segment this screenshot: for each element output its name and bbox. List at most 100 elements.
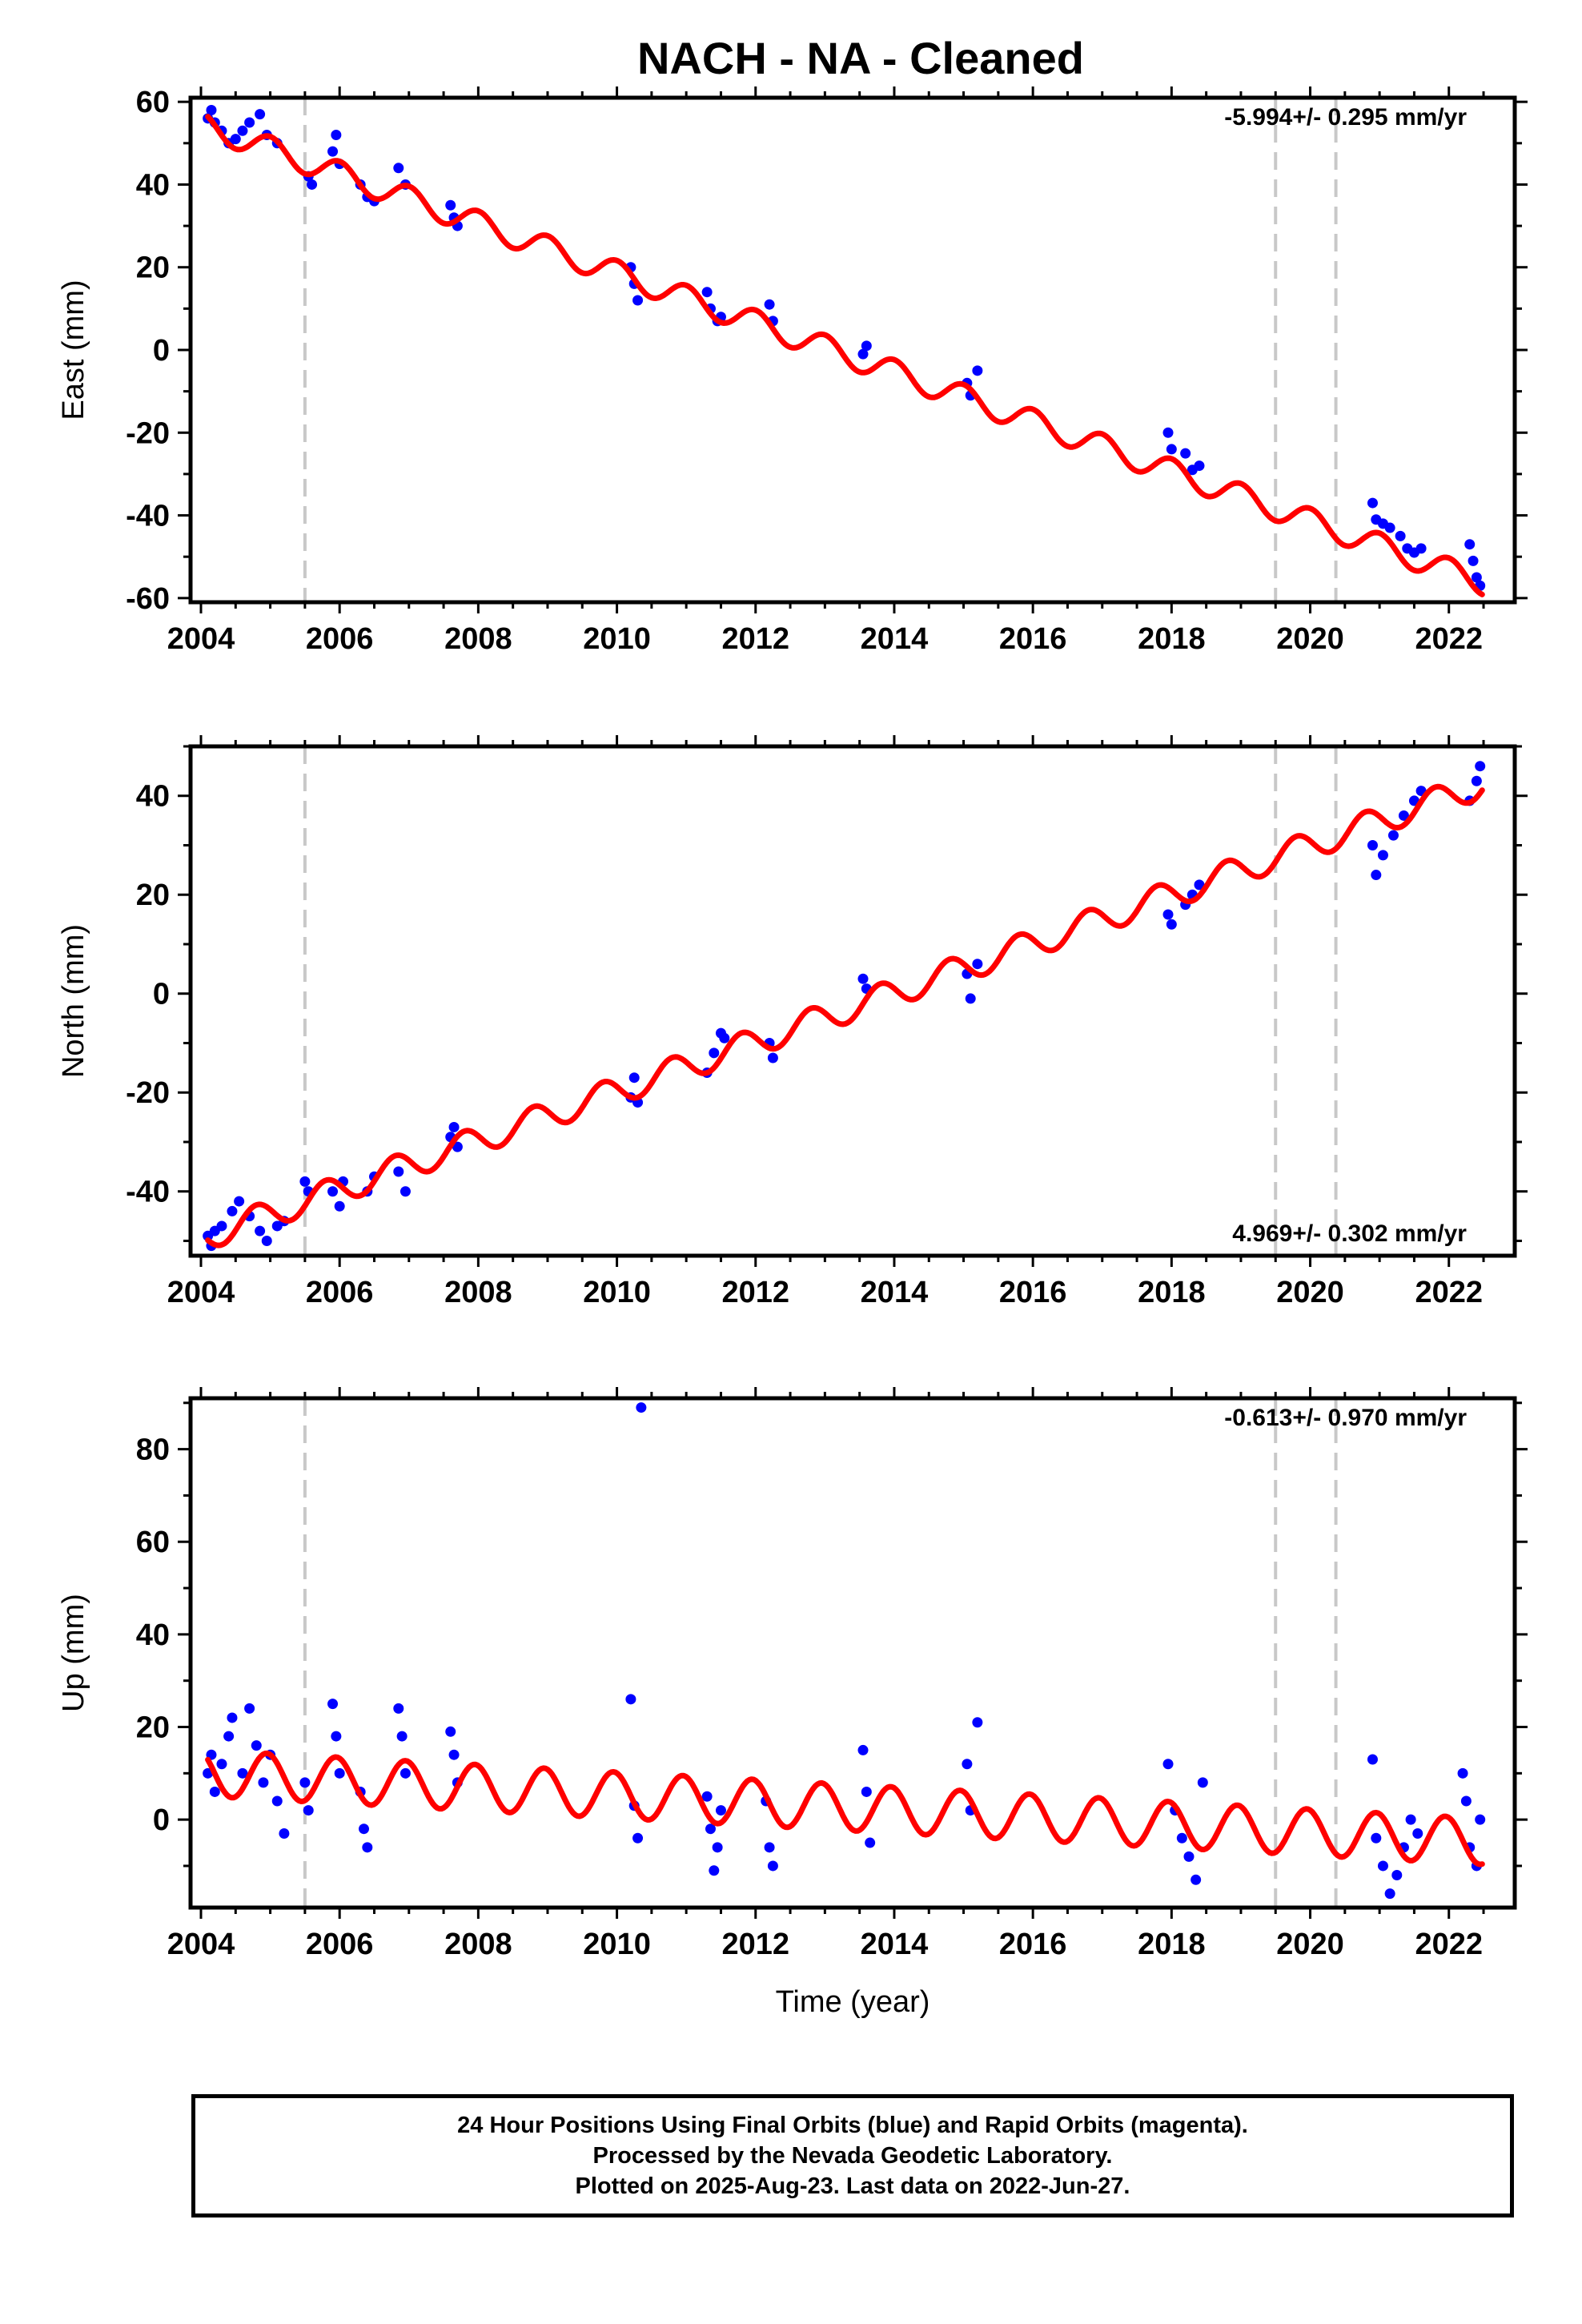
data-point bbox=[701, 287, 713, 298]
data-point bbox=[1475, 761, 1486, 772]
data-point bbox=[767, 1052, 778, 1063]
data-point bbox=[965, 993, 976, 1004]
y-tick-label: 60 bbox=[136, 1526, 170, 1559]
data-point bbox=[1405, 1814, 1416, 1825]
y-tick-label: 60 bbox=[136, 86, 170, 119]
data-point bbox=[1395, 530, 1406, 541]
data-point bbox=[1471, 775, 1482, 786]
x-tick-label: 2012 bbox=[721, 622, 789, 656]
data-point bbox=[861, 340, 872, 352]
data-point bbox=[327, 146, 339, 157]
data-point bbox=[962, 1759, 973, 1770]
data-point bbox=[331, 1731, 342, 1742]
data-point bbox=[857, 348, 869, 360]
x-tick-label: 2016 bbox=[999, 622, 1067, 656]
data-point bbox=[625, 1694, 636, 1705]
x-tick-label: 2022 bbox=[1415, 1276, 1483, 1309]
x-tick-label: 2006 bbox=[306, 622, 374, 656]
y-axis-title: Up (mm) bbox=[57, 1594, 90, 1712]
y-tick-label: 0 bbox=[153, 978, 170, 1011]
x-tick-label: 2014 bbox=[861, 1928, 929, 1961]
data-point bbox=[307, 179, 318, 190]
data-point bbox=[251, 1740, 262, 1751]
y-tick-label: 20 bbox=[136, 251, 170, 285]
data-point bbox=[861, 1786, 872, 1797]
data-point bbox=[764, 299, 775, 310]
model-curve bbox=[205, 1750, 1485, 1868]
footer-line-2: Processed by the Nevada Geodetic Laborat… bbox=[592, 2143, 1113, 2169]
data-point bbox=[227, 1712, 238, 1723]
data-point bbox=[393, 163, 404, 174]
model-curve bbox=[205, 783, 1485, 1248]
data-point bbox=[216, 1220, 227, 1232]
x-tick-label: 2006 bbox=[306, 1928, 374, 1961]
x-tick-label: 2004 bbox=[167, 1928, 235, 1961]
data-point bbox=[857, 973, 869, 984]
data-point bbox=[701, 1791, 713, 1802]
data-point bbox=[1176, 1832, 1187, 1844]
x-tick-label: 2012 bbox=[721, 1928, 789, 1961]
data-point bbox=[1166, 444, 1177, 455]
x-tick-label: 2010 bbox=[583, 1276, 651, 1309]
y-axis-title: East (mm) bbox=[57, 279, 90, 420]
data-point bbox=[1191, 1874, 1202, 1885]
data-point bbox=[448, 1121, 460, 1132]
data-point bbox=[1468, 555, 1479, 566]
data-point bbox=[1384, 522, 1395, 533]
data-point bbox=[209, 1786, 220, 1797]
x-axis-title: Time (year) bbox=[776, 1985, 930, 2019]
data-point bbox=[331, 129, 342, 140]
y-tick-label: -40 bbox=[126, 1176, 170, 1209]
data-point bbox=[705, 1823, 716, 1835]
data-point bbox=[244, 117, 255, 128]
footer-line-1: 24 Hour Positions Using Final Orbits (bl… bbox=[457, 2113, 1248, 2138]
data-point bbox=[1415, 543, 1427, 554]
plot-frame bbox=[188, 744, 1517, 1258]
x-tick-label: 2006 bbox=[306, 1276, 374, 1309]
x-tick-label: 2008 bbox=[444, 1276, 512, 1309]
data-point bbox=[1412, 1827, 1423, 1839]
data-point bbox=[255, 1225, 266, 1236]
data-point bbox=[1194, 460, 1205, 472]
data-point bbox=[709, 1047, 720, 1059]
data-point bbox=[1367, 1754, 1378, 1765]
data-point bbox=[857, 1744, 869, 1755]
data-point bbox=[1377, 1860, 1388, 1872]
x-tick-label: 2018 bbox=[1138, 1276, 1206, 1309]
rate-label: -0.613+/- 0.970 mm/yr bbox=[1224, 1405, 1467, 1431]
data-point bbox=[445, 199, 456, 211]
x-tick-label: 2020 bbox=[1276, 1276, 1344, 1309]
data-point bbox=[261, 1235, 272, 1246]
y-tick-label: 0 bbox=[153, 334, 170, 368]
data-point bbox=[1457, 1767, 1468, 1779]
data-point bbox=[972, 365, 983, 376]
data-point bbox=[1391, 1870, 1403, 1881]
data-point bbox=[448, 1749, 460, 1760]
footer-line-3: Plotted on 2025-Aug-23. Last data on 202… bbox=[575, 2173, 1130, 2199]
data-point bbox=[1197, 1777, 1208, 1788]
data-point bbox=[279, 1827, 290, 1839]
x-tick-label: 2020 bbox=[1276, 622, 1344, 656]
data-point bbox=[234, 1196, 245, 1207]
data-point bbox=[1460, 1795, 1472, 1807]
x-tick-label: 2022 bbox=[1415, 1928, 1483, 1961]
data-point bbox=[445, 1726, 456, 1737]
data-point bbox=[393, 1703, 404, 1714]
y-tick-label: -60 bbox=[126, 582, 170, 616]
data-point bbox=[452, 1141, 463, 1152]
data-point bbox=[628, 1072, 640, 1084]
data-point bbox=[299, 1176, 311, 1187]
time-series-plots: 2004 2006 2008 2010 2012 2014 2016 2018 2020 2022… bbox=[57, 86, 1528, 2019]
x-tick-label: 2012 bbox=[721, 1276, 789, 1309]
data-point bbox=[1180, 448, 1191, 459]
data-point bbox=[327, 1186, 339, 1197]
data-point bbox=[715, 1805, 726, 1816]
y-tick-label: -20 bbox=[126, 1076, 170, 1110]
data-point bbox=[632, 295, 644, 306]
data-point bbox=[230, 134, 241, 145]
data-point bbox=[632, 1832, 644, 1844]
model-curve bbox=[205, 114, 1485, 597]
data-point bbox=[271, 1795, 283, 1807]
rate-label: 4.969+/- 0.302 mm/yr bbox=[1232, 1220, 1467, 1247]
x-tick-label: 2014 bbox=[861, 1276, 929, 1309]
